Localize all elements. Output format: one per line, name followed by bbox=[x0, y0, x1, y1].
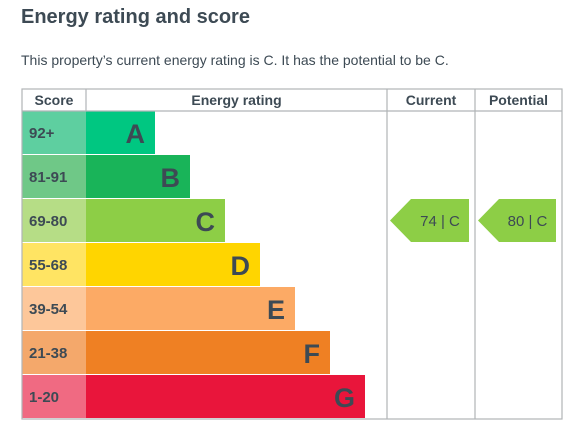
table-border bbox=[21, 88, 563, 420]
rating-bar-c bbox=[86, 199, 225, 242]
rating-bar-e bbox=[86, 287, 295, 330]
rating-letter-e: E bbox=[267, 295, 285, 325]
rating-letter-f: F bbox=[304, 339, 321, 369]
page-title: Energy rating and score bbox=[21, 6, 250, 28]
rating-letter-a: A bbox=[126, 119, 146, 149]
rating-letter-b: B bbox=[161, 163, 181, 193]
current-rating-label: 74 | C bbox=[420, 213, 460, 230]
score-cell-e bbox=[22, 287, 86, 330]
score-cell-g bbox=[22, 375, 86, 418]
rating-bar-f bbox=[86, 331, 330, 374]
rating-letter-g: G bbox=[334, 383, 355, 413]
score-cell-f bbox=[22, 331, 86, 374]
rating-letter-d: D bbox=[231, 251, 251, 281]
score-label-e: 39-54 bbox=[29, 301, 68, 318]
rating-summary: This property’s current energy rating is… bbox=[21, 52, 449, 68]
header-potential: Potential bbox=[489, 92, 548, 108]
score-label-a: 92+ bbox=[29, 125, 55, 142]
header-energy-rating: Energy rating bbox=[191, 92, 281, 108]
header-score: Score bbox=[35, 92, 74, 108]
score-label-d: 55-68 bbox=[29, 257, 67, 274]
potential-rating-arrow bbox=[478, 199, 556, 242]
score-cell-a bbox=[22, 111, 86, 154]
score-cell-d bbox=[22, 243, 86, 286]
header-current: Current bbox=[406, 92, 457, 108]
score-label-c: 69-80 bbox=[29, 213, 67, 230]
score-cell-c bbox=[22, 199, 86, 242]
score-label-g: 1-20 bbox=[29, 389, 59, 406]
score-cell-b bbox=[22, 155, 86, 198]
score-label-f: 21-38 bbox=[29, 345, 67, 362]
current-rating-arrow bbox=[390, 199, 469, 242]
rating-bar-g bbox=[86, 375, 365, 418]
rating-bar-a bbox=[86, 111, 155, 154]
rating-bar-b bbox=[86, 155, 190, 198]
rating-letter-c: C bbox=[196, 207, 216, 237]
potential-rating-label: 80 | C bbox=[508, 213, 548, 230]
rating-bar-d bbox=[86, 243, 260, 286]
score-label-b: 81-91 bbox=[29, 169, 67, 186]
